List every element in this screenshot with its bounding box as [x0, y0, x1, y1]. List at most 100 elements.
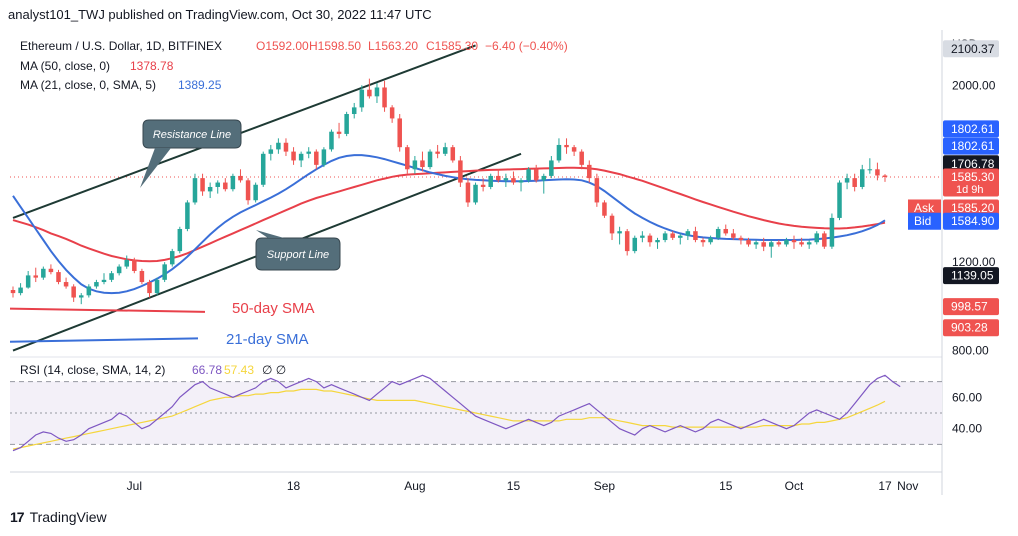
candle-body	[245, 180, 251, 201]
candle-body	[268, 149, 274, 154]
price-label-value: 1585.20	[951, 201, 995, 215]
candle-body	[177, 228, 183, 252]
price-label-box	[943, 298, 999, 316]
candle-body	[852, 178, 857, 187]
rsi-ma-line	[12, 388, 886, 450]
candle-body	[25, 275, 31, 288]
price-label-box	[943, 155, 999, 173]
candle-body	[647, 235, 653, 243]
time-tick-label: 18	[287, 479, 301, 493]
candle-body	[450, 147, 456, 161]
price-label-value: 1585.30	[951, 170, 995, 184]
candle-body	[215, 182, 220, 187]
ohlc-low: L1563.20	[368, 39, 418, 53]
candle-body	[306, 151, 311, 154]
resistance-trendline	[12, 44, 476, 219]
candle-body	[435, 151, 440, 154]
candle-body	[33, 275, 39, 278]
ma50-legend-value: 1378.78	[130, 59, 174, 73]
price-label-box	[943, 137, 999, 155]
candle-body	[389, 107, 395, 119]
candle-body	[670, 233, 675, 238]
candle-body	[397, 118, 402, 148]
candle-body	[700, 240, 706, 243]
ma21-legend-text: MA (21, close, 0, SMA, 5)	[20, 78, 156, 92]
resistance-callout-box	[142, 119, 242, 149]
candle-body	[753, 242, 759, 245]
price-tick-label: 2000.00	[952, 78, 996, 92]
candle-body	[594, 178, 600, 203]
candle-body	[791, 240, 797, 243]
candle-body	[124, 259, 129, 267]
resistance-callout-pointer	[140, 148, 171, 188]
candle-body	[63, 282, 69, 287]
candle-body	[784, 240, 789, 245]
sma21-annotation: 21-day SMA	[226, 331, 309, 348]
candle-body	[420, 160, 425, 168]
time-tick-label: Oct	[785, 479, 804, 493]
price-label-value: 903.28	[951, 321, 988, 335]
candle-body	[154, 279, 160, 294]
time-tick-label: Jul	[127, 479, 142, 493]
time-tick-label: Nov	[897, 479, 918, 493]
candle-body	[738, 237, 744, 241]
candle-body	[427, 151, 433, 168]
candle-body	[503, 178, 509, 181]
candle-body	[101, 279, 107, 283]
candle-body	[837, 182, 842, 218]
candle-body	[511, 178, 516, 183]
rsi-tick-label: 60.00	[952, 390, 982, 404]
candle-body	[723, 228, 729, 234]
candle-body	[169, 251, 175, 265]
candle-body	[336, 131, 342, 134]
candle-body	[556, 144, 562, 161]
candle-body	[351, 107, 357, 115]
candle-body	[640, 235, 645, 238]
countdown-label: 1d 9h	[956, 184, 984, 196]
candle-body	[541, 175, 547, 181]
candle-body	[147, 282, 152, 294]
candle-body	[359, 89, 365, 108]
price-label-value: 998.57	[951, 300, 988, 314]
candle-body	[291, 151, 296, 161]
candle-body	[776, 242, 782, 245]
candle-body	[488, 175, 493, 187]
candle-body	[844, 178, 850, 183]
time-tick-label: Sep	[594, 479, 616, 493]
time-tick-label: 15	[719, 479, 733, 493]
candle-body	[564, 144, 569, 148]
candle-body	[859, 169, 865, 187]
candle-body	[260, 153, 266, 185]
candlestick-layer	[10, 78, 888, 305]
annotation-layer: Resistance Line Support Line 50-day SMA 21-…	[140, 119, 341, 348]
price-label-box	[943, 168, 999, 197]
candle-body	[10, 290, 16, 294]
candle-body	[678, 235, 683, 238]
candle-body	[708, 237, 713, 243]
price-label-value: 2100.37	[951, 42, 995, 56]
ohlc-open: O1592.00	[256, 39, 309, 53]
candle-body	[405, 147, 410, 170]
candle-body	[458, 160, 463, 183]
candle-body	[367, 89, 372, 97]
candle-body	[382, 87, 387, 108]
time-tick-label: Aug	[404, 479, 425, 493]
candle-body	[283, 142, 289, 152]
ohlc-close: C1585.30	[426, 39, 478, 53]
candle-body	[829, 217, 835, 247]
price-label-value: 1584.90	[951, 214, 995, 228]
candle-body	[746, 240, 751, 245]
candle-body	[41, 268, 46, 278]
price-label-box	[943, 199, 999, 217]
ma21-legend-value: 1389.25	[178, 78, 222, 92]
candle-body	[609, 215, 615, 234]
candle-body	[48, 268, 54, 273]
sma50-annotation: 50-day SMA	[232, 300, 315, 317]
price-label-box	[943, 40, 999, 58]
candle-body	[86, 286, 92, 296]
tradingview-brand[interactable]: 17 TradingView	[10, 509, 107, 525]
time-tick-label: 17	[878, 479, 892, 493]
candle-body	[806, 242, 812, 245]
candle-body	[465, 182, 471, 203]
